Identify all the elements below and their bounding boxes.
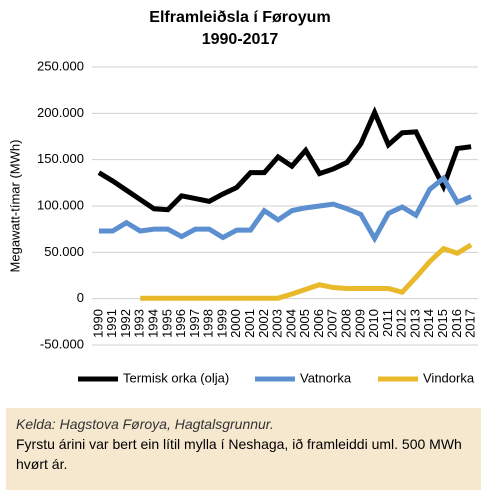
x-tick-label: 1996: [173, 309, 188, 338]
legend-label: Vindorka: [423, 370, 475, 385]
x-tick-label: 2005: [297, 309, 312, 338]
x-tick-label: 1998: [201, 309, 216, 338]
x-tick-label: 2008: [338, 309, 353, 338]
y-tick-label: 50.000: [44, 244, 84, 259]
legend-label: Vatnorka: [300, 370, 352, 385]
x-tick-label: 2001: [242, 309, 257, 338]
x-tick-label: 2010: [366, 309, 381, 338]
chart-subtitle: 1990-2017: [202, 31, 279, 48]
series-line: [97, 106, 472, 213]
x-tick-label: 2006: [311, 309, 326, 338]
x-tick-label: 2002: [256, 309, 271, 338]
note-box: Kelda: Hagstova Føroya, Hagtalsgrunnur. …: [6, 408, 481, 490]
x-tick-label: 1994: [145, 309, 160, 338]
x-tick-label: 2009: [352, 309, 367, 338]
chart-title: Elframleiðsla í Føroyum: [149, 9, 330, 26]
series-line: [98, 174, 473, 244]
x-tick-label: 2011: [380, 309, 395, 337]
x-tick-label: 1993: [132, 309, 147, 338]
x-tick-label: 1995: [159, 309, 174, 338]
x-tick-label: 2012: [394, 309, 409, 338]
y-tick-label: 250.000: [37, 58, 84, 73]
note: Fyrstu árini var bert ein lítil mylla í …: [16, 436, 462, 472]
x-tick-label: 2014: [421, 309, 436, 338]
chart: Elframleiðsla í Føroyum 1990-2017 Megawa…: [7, 9, 478, 385]
x-tick-label: 2015: [435, 309, 450, 338]
x-tick-label: 1999: [214, 309, 229, 338]
x-tick-label: 2003: [270, 309, 285, 338]
legend-label: Termisk orka (olja): [123, 370, 229, 385]
y-tick-label: -50.000: [40, 336, 84, 351]
source: Kelda: Hagstova Føroya, Hagtalsgrunnur.: [16, 416, 274, 432]
x-tick-label: 1991: [104, 309, 119, 338]
y-tick-label: 200.000: [37, 105, 84, 120]
series-line: [140, 242, 473, 301]
x-tick-label: 2007: [325, 309, 340, 338]
y-axis-title: Megawatt-tímar (MWh): [7, 140, 22, 273]
x-tick-label: 2017: [463, 309, 478, 338]
y-tick-label: 100.000: [37, 197, 84, 212]
x-tick-label: 2004: [283, 309, 298, 338]
y-tick-label: 150.000: [37, 151, 84, 166]
x-tick-label: 1997: [187, 309, 202, 338]
x-tick-label: 2016: [449, 309, 464, 338]
x-tick-label: 1990: [90, 309, 105, 338]
x-tick-label: 1992: [118, 309, 133, 338]
x-tick-label: 2013: [407, 309, 422, 338]
y-tick-label: 0: [77, 290, 84, 305]
x-tick-label: 2000: [228, 309, 243, 338]
